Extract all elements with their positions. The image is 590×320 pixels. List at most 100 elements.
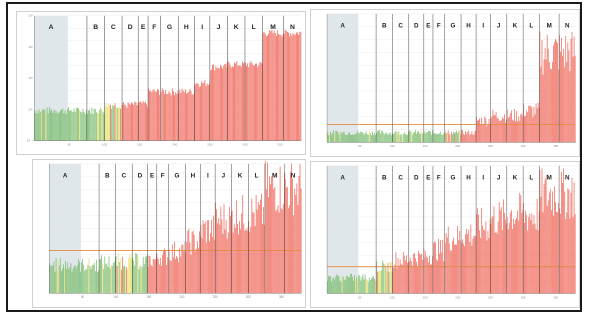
bar <box>92 264 94 294</box>
bar <box>258 204 260 294</box>
bar <box>252 212 254 294</box>
bar <box>378 271 379 294</box>
bar <box>240 66 242 141</box>
bar <box>136 105 138 141</box>
bar <box>553 45 554 143</box>
bar <box>260 62 262 141</box>
bar <box>433 241 435 294</box>
bar <box>419 253 420 294</box>
x-tick-label: 300 <box>521 295 526 299</box>
bar <box>39 111 41 141</box>
bar <box>484 116 486 143</box>
bar <box>35 113 37 141</box>
bar <box>142 100 144 141</box>
bar <box>38 109 40 141</box>
chart-svg: A B C D E F G H I J K L M N 50 100 150 200 250 300 350 10⁻¹ 10… <box>27 14 302 146</box>
x-tick-label: 250 <box>488 295 493 299</box>
bar <box>491 217 493 294</box>
bar <box>129 254 131 294</box>
bar <box>335 130 337 143</box>
bar <box>566 212 568 294</box>
bar <box>110 265 112 294</box>
bar <box>247 63 249 141</box>
bar <box>563 168 565 294</box>
bar <box>403 132 405 143</box>
bar <box>562 55 563 143</box>
bar <box>329 276 330 294</box>
bar <box>76 107 78 141</box>
bar <box>341 275 343 294</box>
bar <box>459 130 461 143</box>
bar <box>106 107 108 141</box>
bar <box>364 133 366 143</box>
band-label-k: K <box>234 24 239 31</box>
bar <box>497 118 499 143</box>
bar <box>332 278 334 294</box>
bar <box>82 258 83 294</box>
bar <box>375 281 376 294</box>
bar <box>355 279 357 294</box>
bar <box>476 116 477 143</box>
bar <box>352 134 353 143</box>
band-label-g: G <box>175 172 180 179</box>
bar <box>529 213 531 294</box>
band-label-c: C <box>111 24 116 31</box>
band-label-n: N <box>291 172 296 179</box>
bar <box>121 105 123 141</box>
bar <box>138 102 140 141</box>
bar <box>515 121 516 143</box>
bar <box>343 280 345 294</box>
bar <box>225 63 227 141</box>
bar <box>165 90 167 141</box>
bar <box>557 212 559 294</box>
bar <box>247 227 249 294</box>
bar <box>261 193 262 294</box>
bar <box>379 130 380 143</box>
bar <box>408 130 410 143</box>
bar <box>520 195 522 294</box>
band-label-h: H <box>466 174 471 181</box>
bar <box>443 261 445 294</box>
bar <box>70 263 72 294</box>
band-label-b: B <box>105 172 110 179</box>
bar <box>295 194 297 294</box>
bar <box>263 32 265 141</box>
bar <box>495 111 497 143</box>
bar <box>52 265 54 294</box>
bar <box>228 62 230 141</box>
bar <box>141 103 143 141</box>
bar <box>549 68 551 143</box>
bar <box>409 257 411 294</box>
bar <box>449 134 451 143</box>
band-label-i: I <box>201 24 203 31</box>
bar <box>120 269 122 294</box>
band-label-k: K <box>513 174 518 181</box>
bar <box>535 229 537 294</box>
x-tick-label: 150 <box>146 295 151 299</box>
band-label-k: K <box>513 22 518 29</box>
bar <box>212 237 213 294</box>
bar <box>262 223 263 294</box>
x-tick-label: 100 <box>390 295 395 299</box>
bar <box>397 258 399 294</box>
bar <box>179 247 181 294</box>
bar <box>329 132 330 143</box>
bar <box>347 132 349 143</box>
bar <box>483 229 485 294</box>
bar <box>541 39 543 143</box>
bar <box>444 243 446 294</box>
bar <box>509 113 511 143</box>
bar <box>380 133 382 143</box>
bar <box>137 255 139 294</box>
bar <box>188 91 190 141</box>
x-tick-label: 200 <box>455 295 460 299</box>
bar <box>214 70 216 141</box>
bar <box>491 116 493 143</box>
bar <box>259 199 261 294</box>
bar <box>162 254 163 294</box>
bar <box>71 110 73 141</box>
bar <box>244 230 246 294</box>
bar <box>503 118 504 143</box>
bar <box>573 182 575 294</box>
bar <box>553 215 554 294</box>
